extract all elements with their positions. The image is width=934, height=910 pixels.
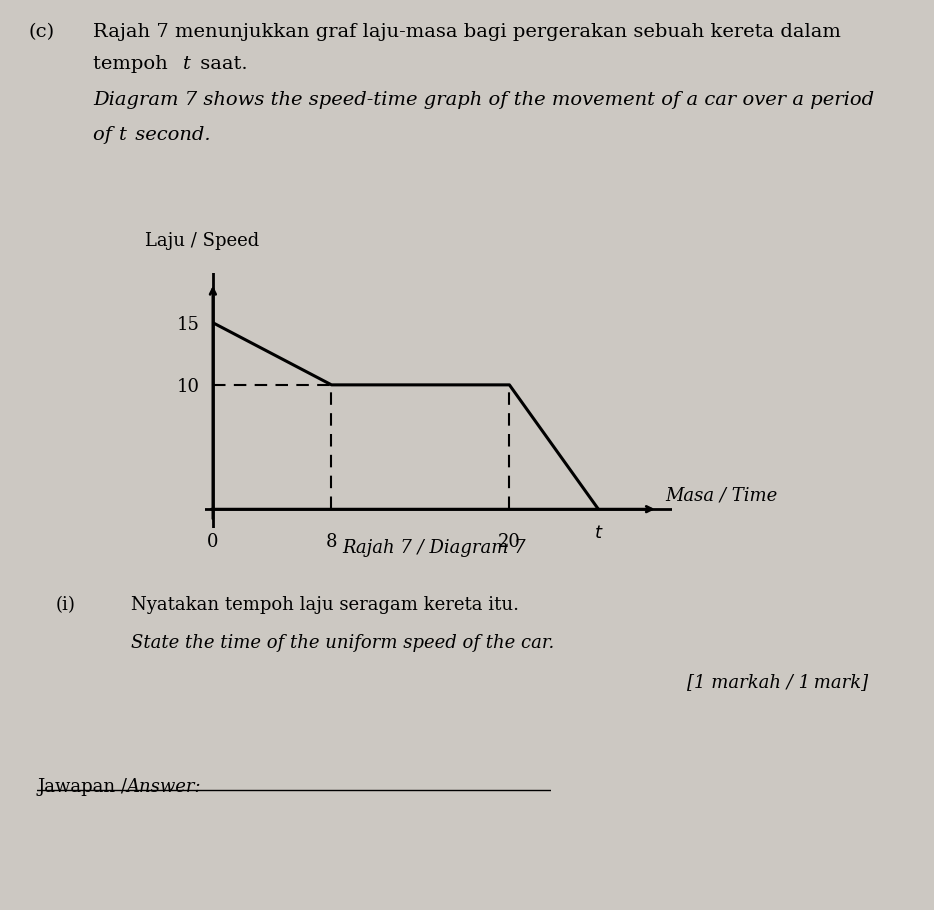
Text: [1 markah / 1 mark]: [1 markah / 1 mark]: [687, 673, 869, 692]
Text: $t$: $t$: [593, 524, 603, 542]
Text: Rajah 7 menunjukkan graf laju-masa bagi pergerakan sebuah kereta dalam: Rajah 7 menunjukkan graf laju-masa bagi …: [93, 23, 842, 41]
Text: tempoh: tempoh: [93, 55, 175, 73]
Text: second.: second.: [129, 126, 210, 144]
Text: Rajah 7 / Diagram 7: Rajah 7 / Diagram 7: [343, 539, 526, 557]
Text: Jawapan /: Jawapan /: [37, 778, 134, 796]
Text: t: t: [119, 126, 126, 144]
Text: of: of: [93, 126, 119, 144]
Text: (i): (i): [56, 596, 76, 614]
Text: Diagram 7 shows the speed-time graph of the movement of a car over a period: Diagram 7 shows the speed-time graph of …: [93, 91, 874, 109]
Text: Laju / Speed: Laju / Speed: [145, 232, 259, 250]
Text: (c): (c): [28, 23, 54, 41]
Text: Masa / Time: Masa / Time: [665, 486, 777, 504]
Text: Nyatakan tempoh laju seragam kereta itu.: Nyatakan tempoh laju seragam kereta itu.: [131, 596, 518, 614]
Text: Answer:: Answer:: [126, 778, 201, 796]
Text: State the time of the uniform speed of the car.: State the time of the uniform speed of t…: [131, 634, 554, 652]
Text: t: t: [183, 55, 191, 73]
Text: saat.: saat.: [194, 55, 248, 73]
